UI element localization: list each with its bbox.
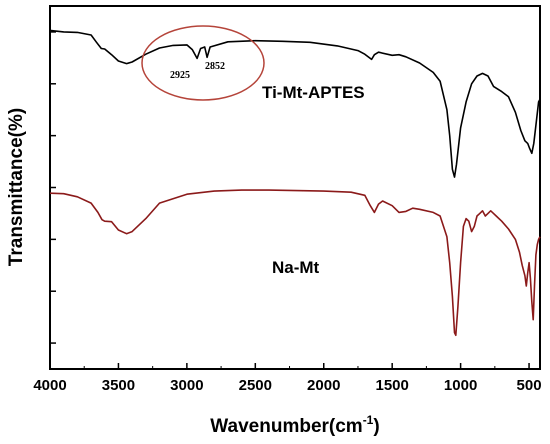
x-axis-title-superscript: -1 xyxy=(363,413,374,427)
annotation-layer: 2925 2852 xyxy=(141,25,265,101)
x-tick-label: 4000 xyxy=(33,377,66,394)
series-label-ti-mt-aptes: Ti-Mt-APTES xyxy=(262,83,365,102)
series-line-ti-mt-aptes xyxy=(49,29,541,178)
series-label-na-mt: Na-Mt xyxy=(272,258,320,277)
x-axis-title: Wavenumber(cm-1) xyxy=(210,413,379,437)
x-tick-label: 3500 xyxy=(102,377,135,394)
peak-label-2852: 2852 xyxy=(205,61,225,72)
x-axis-ticks: 4000 3500 3000 2500 2000 1500 1000 500 xyxy=(33,363,542,394)
x-tick-label: 2000 xyxy=(307,377,340,394)
plot-area xyxy=(49,5,541,370)
peak-highlight-circle xyxy=(141,25,265,101)
plot-frame xyxy=(49,5,541,370)
series-line-na-mt xyxy=(49,189,541,337)
x-tick-label: 1500 xyxy=(375,377,408,394)
series-layer xyxy=(49,29,541,337)
y-axis-title: Transmittance(%) xyxy=(6,108,27,266)
peak-label-2925: 2925 xyxy=(170,70,190,81)
x-tick-label: 3000 xyxy=(170,377,203,394)
y-axis-ticks xyxy=(50,31,56,344)
x-tick-label: 500 xyxy=(517,377,542,394)
x-tick-label: 2500 xyxy=(239,377,272,394)
x-tick-label: 1000 xyxy=(444,377,477,394)
